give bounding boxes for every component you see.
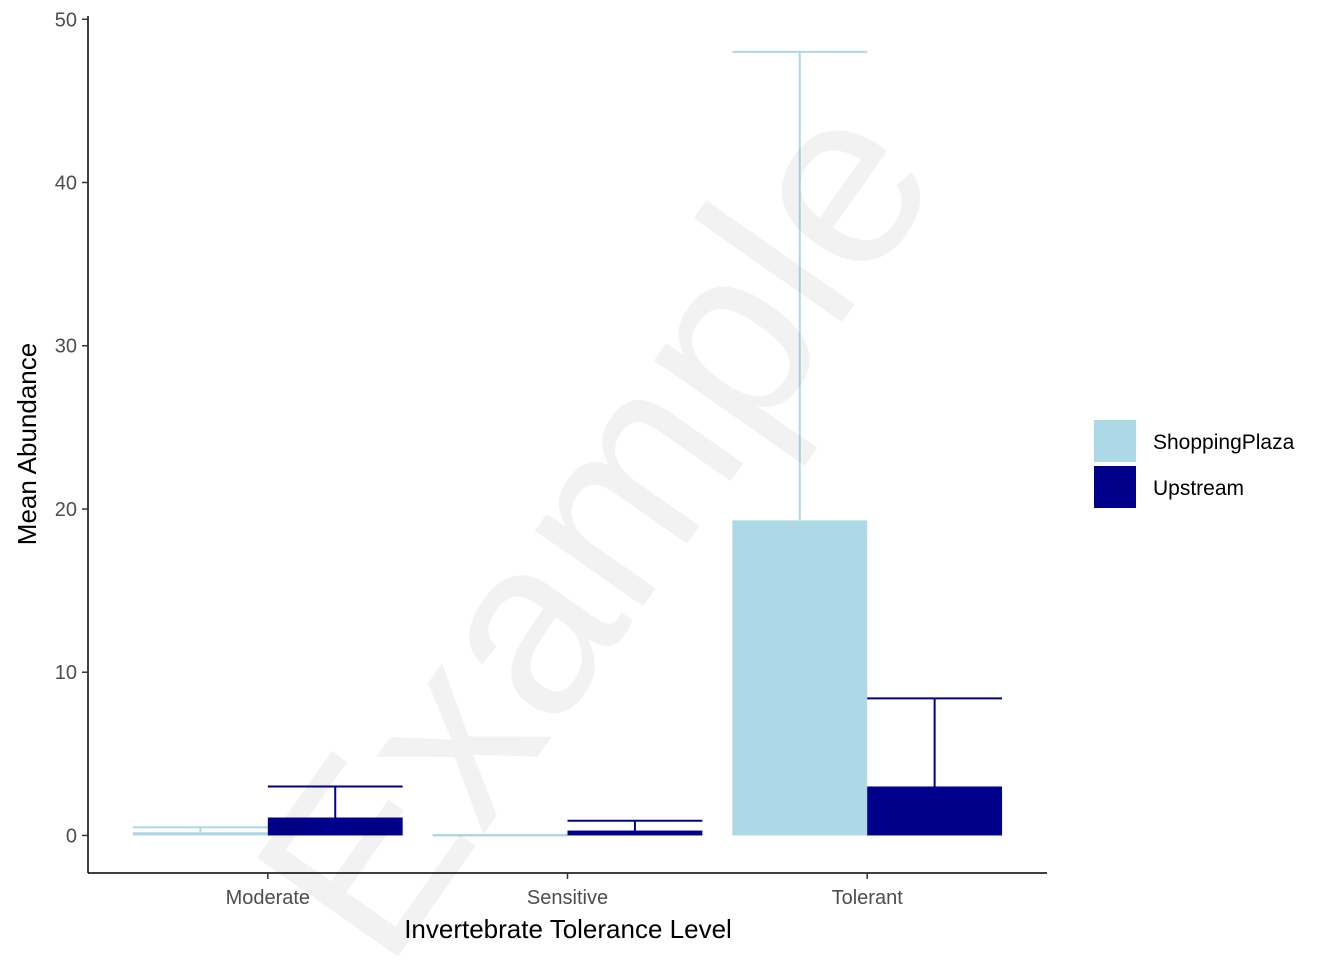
y-tick-label: 30 [55, 336, 77, 358]
x-tick-label: Sensitive [527, 887, 608, 909]
y-tick-label: 10 [55, 662, 77, 684]
y-tick-label: 0 [66, 825, 77, 847]
legend: ShoppingPlaza Upstream [1094, 420, 1295, 508]
axes: 0 10 20 30 40 50 Moderate Sensitive Tolerant [55, 9, 1047, 909]
x-tick-label: Moderate [226, 887, 311, 909]
x-axis-title: Invertebrate Tolerance Level [404, 914, 732, 944]
legend-key-shoppingplaza [1094, 420, 1136, 462]
bar-upstream-moderate [267, 817, 403, 836]
y-tick-label: 40 [55, 173, 77, 195]
y-axis-title: Mean Abundance [12, 343, 42, 545]
plot-area [132, 50, 1003, 837]
y-tick-label: 50 [55, 9, 77, 31]
x-tick-label: Tolerant [832, 887, 904, 909]
y-tick-label: 20 [55, 499, 77, 521]
bar-upstream-tolerant [867, 786, 1003, 836]
legend-key-upstream [1094, 466, 1136, 508]
bar-shoppingplaza-tolerant [732, 520, 868, 836]
bar-shoppingplaza-moderate [132, 832, 268, 836]
bar-upstream-sensitive [567, 830, 703, 836]
legend-label-shoppingplaza: ShoppingPlaza [1153, 431, 1295, 454]
legend-label-upstream: Upstream [1153, 477, 1244, 500]
